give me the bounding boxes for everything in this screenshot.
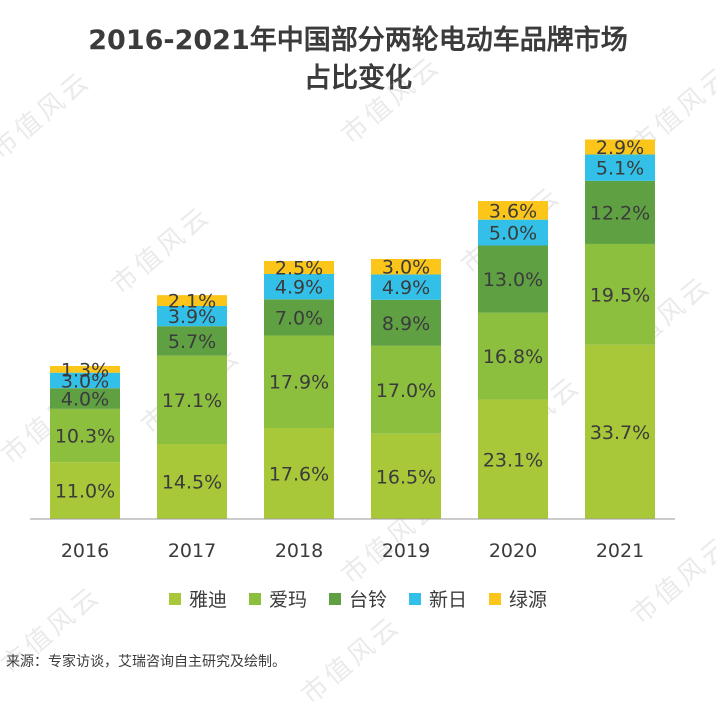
bar-segment bbox=[264, 335, 334, 429]
data-label: 2.5% bbox=[275, 257, 323, 279]
legend-item: 台铃 bbox=[328, 585, 387, 612]
data-label: 3.0% bbox=[61, 370, 109, 392]
legend-swatch bbox=[409, 592, 421, 605]
bar-segment bbox=[157, 444, 227, 519]
data-label: 4.0% bbox=[61, 389, 109, 411]
x-tick-label: 2017 bbox=[168, 540, 216, 562]
x-tick-label: 2021 bbox=[596, 540, 644, 562]
data-label: 5.1% bbox=[596, 158, 644, 180]
chart-title: 2016-2021年中国部分两轮电动车品牌市场 占比变化 bbox=[0, 22, 716, 98]
bar-segment bbox=[585, 139, 655, 155]
data-label: 16.5% bbox=[376, 466, 436, 488]
bar-segment bbox=[264, 261, 334, 274]
bar-segment bbox=[371, 345, 441, 434]
data-label: 4.9% bbox=[382, 277, 430, 299]
legend-item: 爱玛 bbox=[248, 585, 307, 612]
chart-legend: 雅迪 爱玛 台铃 新日 绿源 bbox=[0, 585, 716, 612]
legend-label: 雅迪 bbox=[188, 589, 227, 611]
legend-label: 爱玛 bbox=[268, 589, 307, 611]
bar-segment bbox=[585, 344, 655, 519]
data-label: 23.1% bbox=[483, 449, 543, 471]
bar-segment bbox=[264, 428, 334, 519]
data-label: 2.1% bbox=[168, 291, 216, 313]
legend-label: 新日 bbox=[429, 589, 468, 611]
bar-segment bbox=[50, 372, 120, 389]
bar-segment bbox=[50, 388, 120, 409]
bar-segment bbox=[478, 399, 548, 519]
bar-segment bbox=[585, 180, 655, 244]
data-label: 33.7% bbox=[590, 422, 650, 444]
bar-segment bbox=[264, 273, 334, 300]
legend-swatch bbox=[248, 592, 261, 605]
data-label: 3.9% bbox=[168, 306, 216, 328]
bar-segment bbox=[478, 219, 548, 246]
x-tick-label: 2018 bbox=[275, 540, 323, 562]
stacked-bar-chart: 11.0%10.3%4.0%3.0%1.3%201614.5%17.1%5.7%… bbox=[30, 137, 675, 562]
chart-title-line-2: 占比变化 bbox=[304, 63, 412, 94]
data-label: 13.0% bbox=[483, 269, 543, 291]
legend-item: 雅迪 bbox=[168, 585, 227, 612]
bar-segment bbox=[371, 433, 441, 519]
bar-segment bbox=[157, 326, 227, 356]
x-tick-label: 2019 bbox=[382, 540, 430, 562]
data-label: 16.8% bbox=[483, 346, 543, 368]
data-label: 1.3% bbox=[61, 359, 109, 381]
data-label: 4.9% bbox=[275, 277, 323, 299]
bar-segment bbox=[585, 243, 655, 345]
bar-segment bbox=[50, 408, 120, 463]
data-label: 8.9% bbox=[382, 313, 430, 335]
bar-segment bbox=[264, 299, 334, 336]
data-label: 17.9% bbox=[269, 372, 329, 394]
x-tick-label: 2020 bbox=[489, 540, 537, 562]
bar-segment bbox=[157, 355, 227, 445]
legend-item: 新日 bbox=[409, 585, 467, 612]
bar-segment bbox=[157, 305, 227, 327]
data-label: 3.6% bbox=[489, 200, 537, 222]
watermark-text: 市值风云 bbox=[296, 610, 408, 711]
bar-segment bbox=[478, 312, 548, 400]
data-label: 12.2% bbox=[590, 202, 650, 224]
data-label: 19.5% bbox=[590, 284, 650, 306]
bar-segment bbox=[371, 299, 441, 346]
bar-segment bbox=[478, 201, 548, 220]
bar-segment bbox=[50, 365, 120, 373]
data-label: 14.5% bbox=[162, 472, 222, 494]
legend-swatch bbox=[328, 592, 341, 605]
data-label: 17.6% bbox=[269, 464, 329, 486]
bar-segment bbox=[371, 274, 441, 300]
data-label: 7.0% bbox=[275, 307, 323, 329]
data-label: 17.0% bbox=[376, 380, 436, 402]
bar-segment bbox=[50, 462, 120, 519]
bar-segment bbox=[371, 258, 441, 275]
data-label: 17.1% bbox=[162, 390, 222, 412]
x-tick-label: 2016 bbox=[61, 540, 109, 562]
data-label: 5.7% bbox=[168, 331, 216, 353]
data-label: 2.9% bbox=[596, 137, 644, 159]
data-label: 3.0% bbox=[382, 257, 430, 279]
bar-segment bbox=[157, 295, 227, 306]
bar-segment bbox=[478, 245, 548, 313]
legend-swatch bbox=[168, 592, 181, 605]
data-label: 11.0% bbox=[55, 481, 115, 503]
chart-title-line-1: 2016-2021年中国部分两轮电动车品牌市场 bbox=[88, 25, 628, 56]
data-label: 5.0% bbox=[489, 223, 537, 245]
legend-item: 绿源 bbox=[489, 585, 547, 612]
legend-label: 台铃 bbox=[348, 589, 387, 611]
bar-segment bbox=[585, 154, 655, 181]
source-note: 来源：专家访谈，艾瑞咨询自主研究及绘制。 bbox=[6, 654, 286, 670]
legend-label: 绿源 bbox=[509, 589, 548, 611]
legend-swatch bbox=[489, 592, 502, 605]
data-label: 10.3% bbox=[55, 426, 115, 448]
